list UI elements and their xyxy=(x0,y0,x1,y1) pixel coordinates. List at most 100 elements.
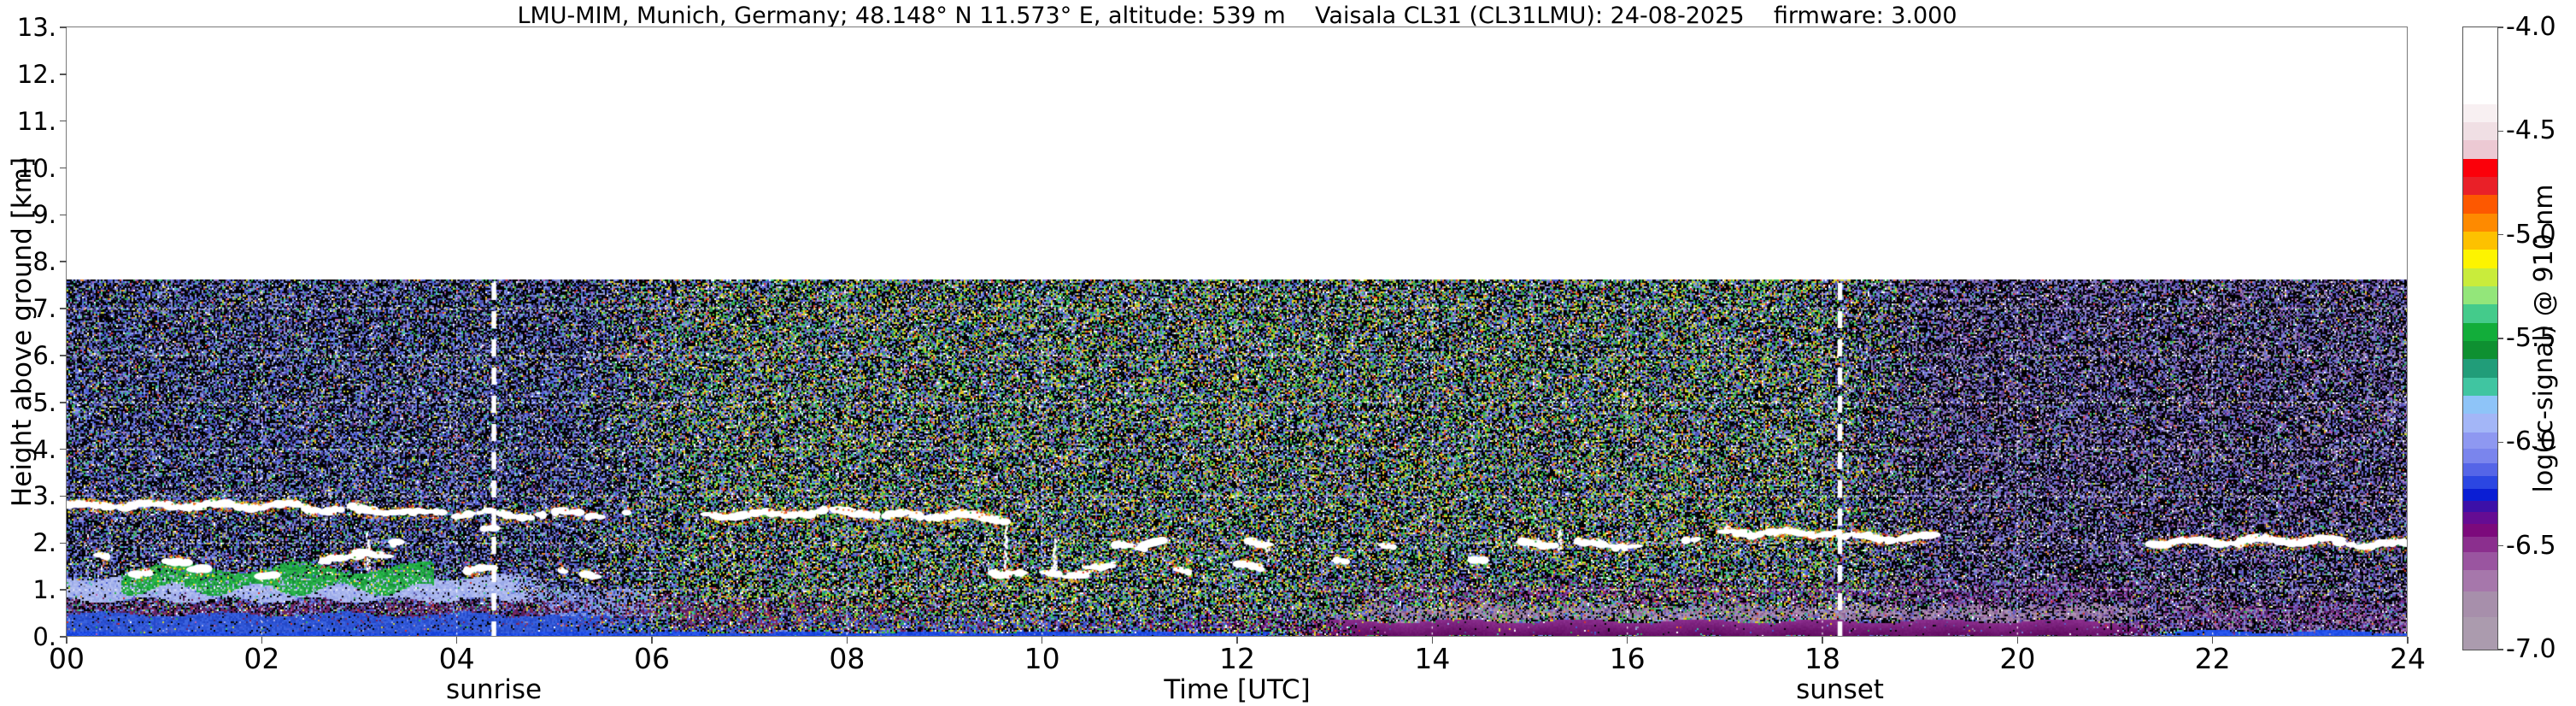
y-tick-label: 11. xyxy=(16,106,56,136)
colorbar-tick-label: -6.0 xyxy=(2506,427,2556,457)
x-tick-label: 02 xyxy=(244,642,280,675)
x-tick-mark xyxy=(1041,637,1043,644)
x-tick-mark xyxy=(455,637,458,644)
y-tick-label: 1. xyxy=(32,575,56,605)
x-tick-mark xyxy=(1236,637,1238,644)
x-tick-label: 00 xyxy=(49,642,85,675)
x-tick-mark xyxy=(846,637,848,644)
y-tick-mark xyxy=(60,167,67,169)
colorbar-segment xyxy=(2463,488,2497,501)
y-tick-mark xyxy=(60,74,67,75)
colorbar-segment xyxy=(2463,268,2497,286)
y-tick-label: 10. xyxy=(16,153,56,183)
y-tick-mark xyxy=(60,495,67,497)
colorbar-segment xyxy=(2463,462,2497,476)
colorbar-segment xyxy=(2463,552,2497,570)
colorbar-tick-label: -7.0 xyxy=(2506,634,2556,664)
x-tick-mark xyxy=(2211,637,2214,644)
x-tick-mark xyxy=(2407,637,2409,644)
colorbar-segment xyxy=(2463,250,2497,268)
colorbar-segment xyxy=(2463,524,2497,537)
x-axis-label: Time [UTC] xyxy=(1164,674,1311,705)
colorbar-segment xyxy=(2463,377,2497,397)
y-tick-label: 2. xyxy=(32,528,56,558)
y-tick-mark xyxy=(60,542,67,544)
colorbar-segment xyxy=(2463,569,2497,591)
x-tick-mark xyxy=(261,637,263,644)
x-tick-label: 08 xyxy=(829,642,866,675)
colorbar-segment xyxy=(2463,121,2497,141)
colorbar-segment xyxy=(2463,176,2497,196)
x-tick-mark xyxy=(651,637,653,644)
colorbar xyxy=(2462,26,2498,650)
colorbar-segment xyxy=(2463,449,2497,463)
colorbar-segment xyxy=(2463,140,2497,159)
x-tick-label: 12 xyxy=(1219,642,1255,675)
x-tick-label: 24 xyxy=(2390,642,2426,675)
colorbar-segment xyxy=(2463,591,2497,617)
colorbar-tick-label: -6.5 xyxy=(2506,530,2556,561)
colorbar-tick-mark xyxy=(2497,649,2503,650)
y-tick-label: 4. xyxy=(32,434,56,464)
colorbar-tick-label: -4.0 xyxy=(2506,12,2556,42)
colorbar-tick-label: -4.5 xyxy=(2506,115,2556,146)
colorbar-segment xyxy=(2463,500,2497,513)
y-tick-label: 13. xyxy=(16,13,56,42)
sunrise-label: sunrise xyxy=(446,674,543,705)
colorbar-segment xyxy=(2463,396,2497,415)
x-tick-label: 22 xyxy=(2194,642,2231,675)
sunset-label: sunset xyxy=(1796,674,1884,705)
y-tick-label: 12. xyxy=(16,59,56,89)
colorbar-tick-mark xyxy=(2497,441,2503,444)
y-tick-mark xyxy=(60,120,67,122)
colorbar-tick-mark xyxy=(2497,338,2503,339)
x-tick-mark xyxy=(66,637,67,644)
x-tick-label: 04 xyxy=(438,642,475,675)
colorbar-tick-mark xyxy=(2497,233,2503,236)
y-tick-mark xyxy=(60,26,67,28)
y-tick-mark xyxy=(60,589,67,591)
heatmap-canvas xyxy=(67,27,2408,637)
y-tick-mark xyxy=(60,214,67,216)
y-tick-label: 7. xyxy=(32,294,56,324)
x-tick-mark xyxy=(1626,637,1628,644)
colorbar-segment xyxy=(2463,536,2497,553)
colorbar-segment xyxy=(2463,285,2497,305)
y-tick-mark xyxy=(60,448,67,450)
x-tick-mark xyxy=(1431,637,1434,644)
y-tick-label: 0. xyxy=(32,622,56,651)
colorbar-segment xyxy=(2463,341,2497,360)
colorbar-segment xyxy=(2463,213,2497,232)
colorbar-segment xyxy=(2463,103,2497,122)
y-tick-label: 9. xyxy=(32,200,56,230)
plot-title: LMU-MIM, Munich, Germany; 48.148° N 11.5… xyxy=(517,3,1957,29)
y-tick-mark xyxy=(60,636,67,638)
colorbar-tick-mark xyxy=(2497,26,2503,28)
x-tick-label: 16 xyxy=(1609,642,1646,675)
colorbar-segment xyxy=(2463,231,2497,250)
colorbar-segment xyxy=(2463,616,2497,650)
colorbar-segment xyxy=(2463,512,2497,525)
colorbar-tick-label: -5.5 xyxy=(2506,323,2556,353)
colorbar-tick-mark xyxy=(2497,544,2503,547)
y-tick-label: 3. xyxy=(32,481,56,511)
colorbar-segment xyxy=(2463,27,2497,104)
x-tick-label: 10 xyxy=(1024,642,1060,675)
x-tick-label: 20 xyxy=(1999,642,2036,675)
y-tick-label: 6. xyxy=(32,340,56,370)
y-tick-mark xyxy=(60,308,67,309)
colorbar-segment xyxy=(2463,195,2497,214)
colorbar-segment xyxy=(2463,475,2497,489)
x-tick-mark xyxy=(1822,637,1823,644)
y-tick-mark xyxy=(60,402,67,403)
y-tick-mark xyxy=(60,261,67,262)
x-tick-label: 18 xyxy=(1804,642,1840,675)
colorbar-segment xyxy=(2463,414,2497,432)
colorbar-segment xyxy=(2463,359,2497,378)
colorbar-axis-label: log(rc-signal) @ 910 nm xyxy=(2529,184,2559,493)
x-tick-mark xyxy=(2016,637,2019,644)
colorbar-segment xyxy=(2463,304,2497,323)
x-tick-label: 06 xyxy=(634,642,670,675)
x-tick-label: 14 xyxy=(1414,642,1451,675)
